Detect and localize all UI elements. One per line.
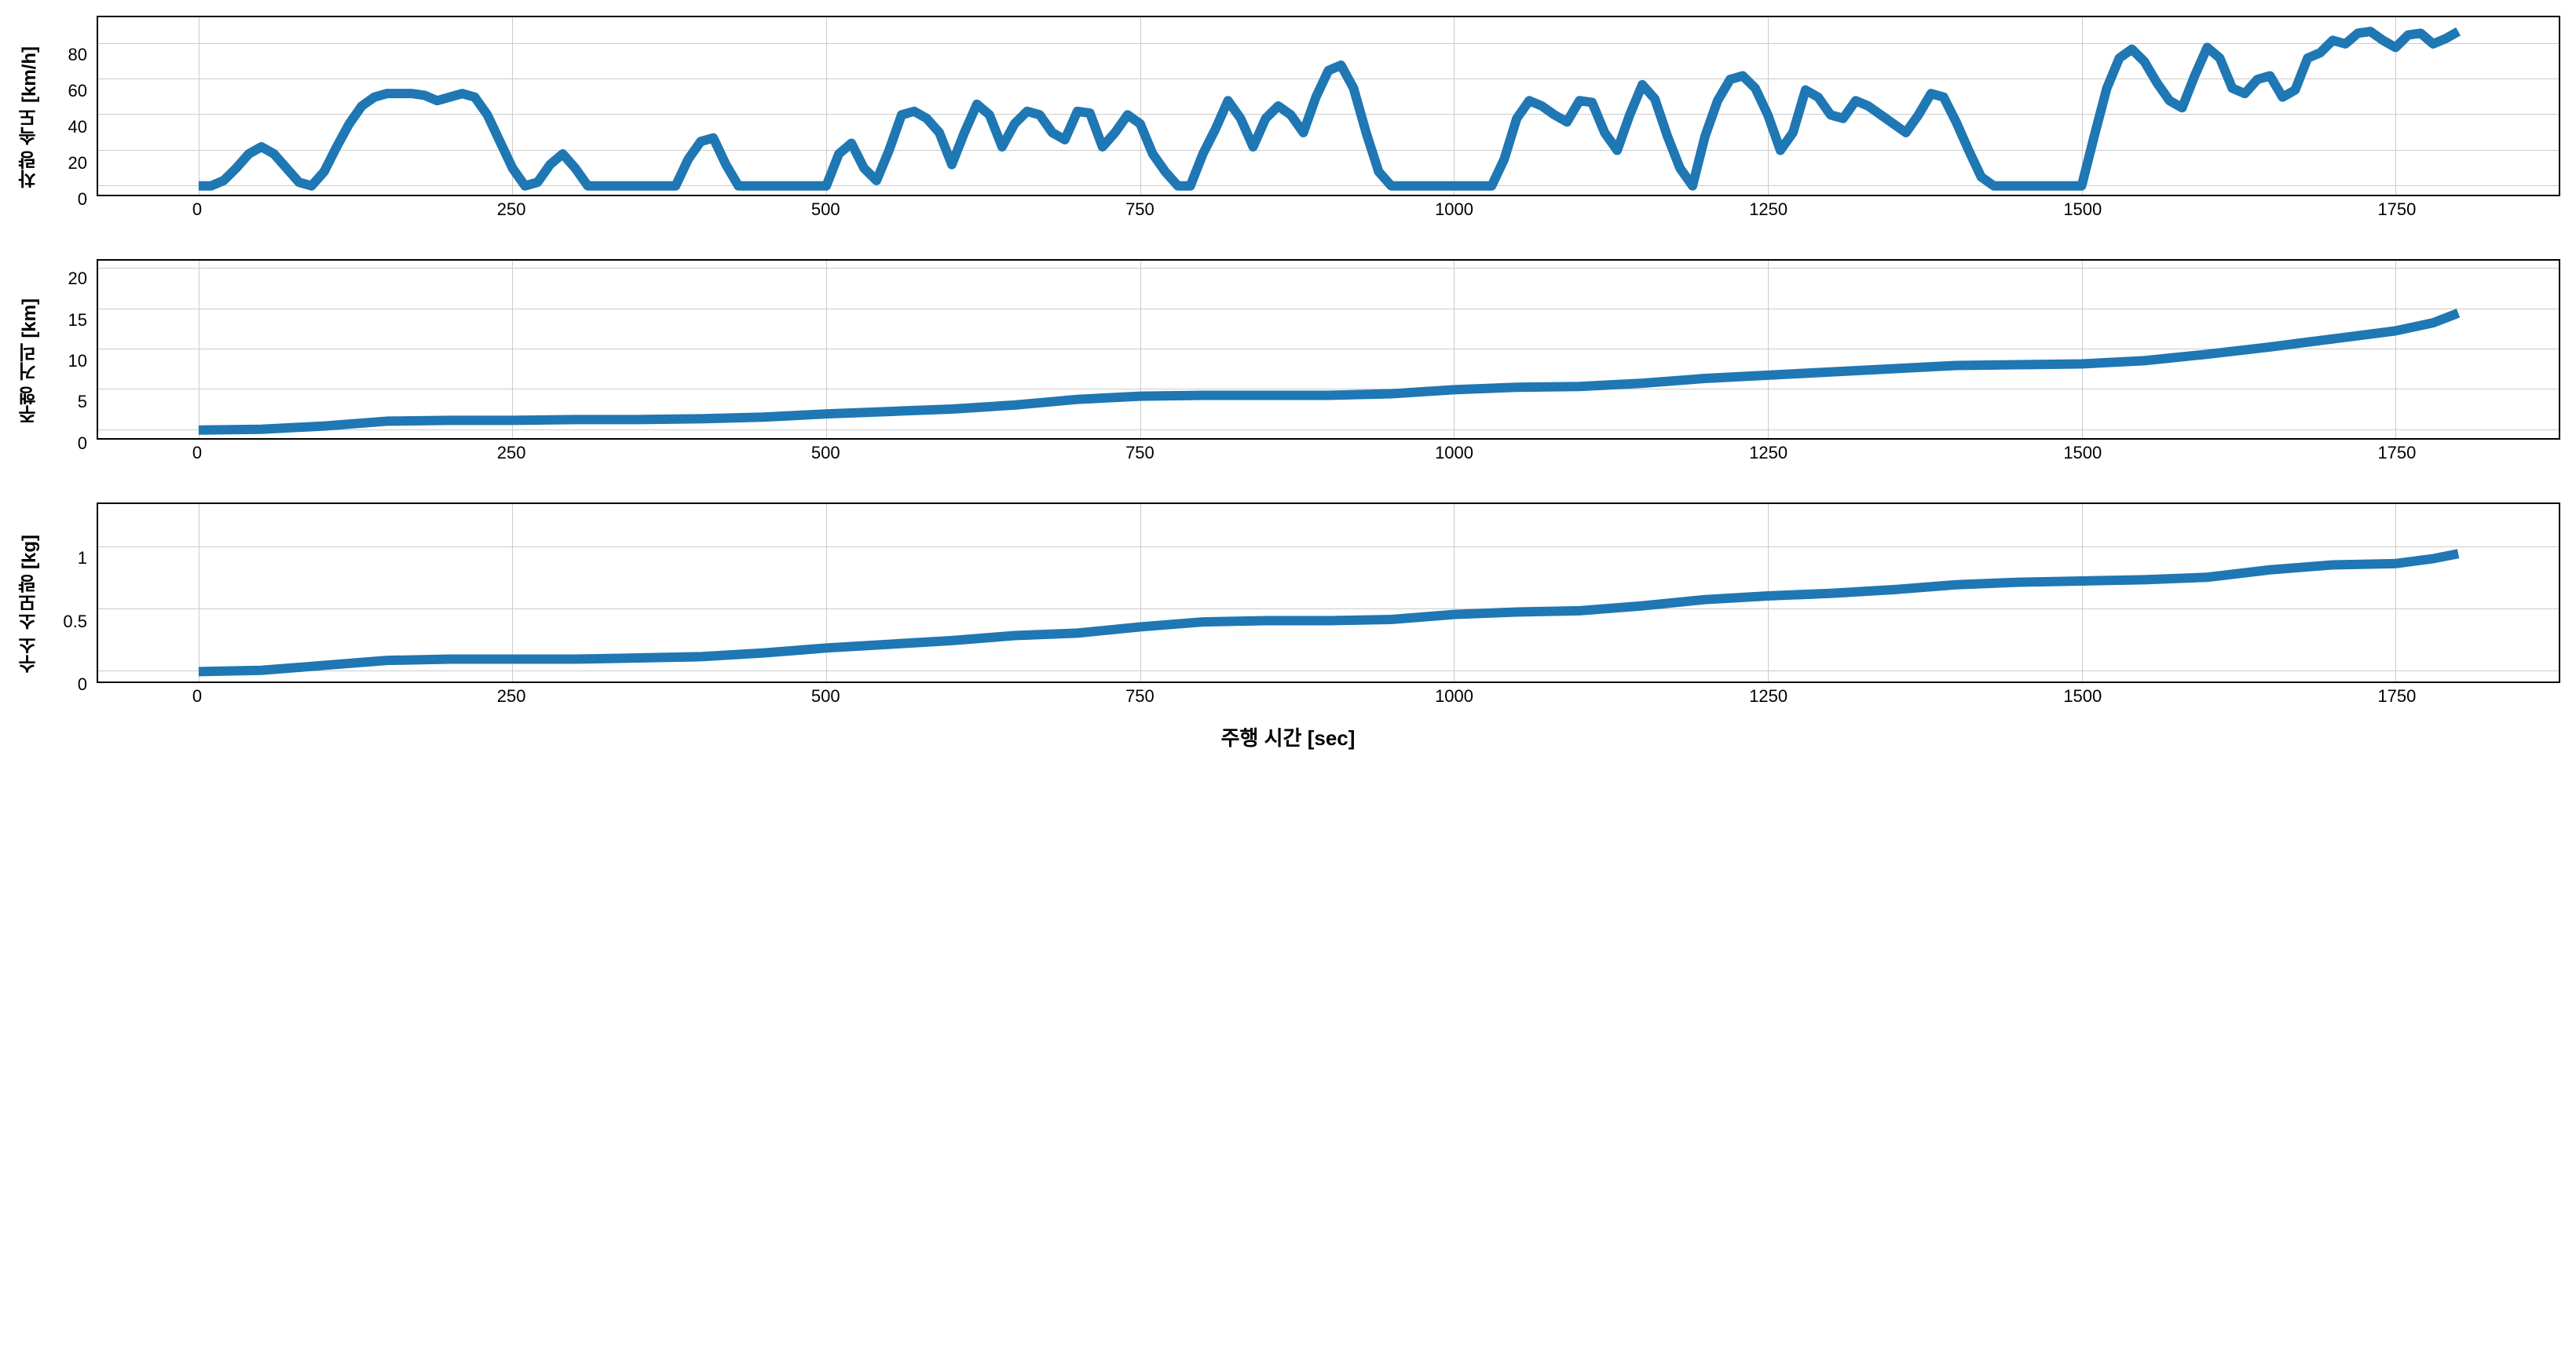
x-tick-label: 500 [811,199,840,220]
x-tick-label: 1500 [2063,443,2102,463]
x-tick-label: 0 [192,199,202,220]
x-tick-label: 1250 [1749,443,1787,463]
x-tick-label: 0 [192,443,202,463]
y-tick-label: 5 [78,392,87,412]
y-tick-label: 0.5 [63,612,87,632]
x-tick-label: 750 [1125,686,1154,707]
y-tick-label: 20 [68,269,87,289]
y-tick-label: 60 [68,81,87,101]
plot-area-hydrogen [97,502,2560,683]
y-tick-label: 0 [78,433,87,454]
series-line-speed [98,17,2559,195]
y-tick-label: 20 [68,153,87,174]
panel-distance: 주행 거리 [km] 0 5 10 15 20 0 250 500 750 1000 1250 1500… [16,259,2560,463]
x-tick-label: 1750 [2377,199,2416,220]
x-tick-label: 750 [1125,199,1154,220]
x-tick-label: 250 [497,199,526,220]
y-tick-label: 80 [68,45,87,65]
y-tick-label: 1 [78,548,87,568]
x-tick-label: 1750 [2377,443,2416,463]
y-axis-label-distance: 주행 거리 [km] [16,298,43,424]
x-tick-label: 1000 [1435,199,1473,220]
y-tick-label: 0 [78,674,87,695]
series-line-distance [98,261,2559,438]
y-axis-label-hydrogen: 수소 소모량 [kg] [16,535,43,674]
y-tick-label: 10 [68,351,87,371]
plot-area-speed [97,16,2560,196]
x-tick-label: 0 [192,686,202,707]
x-tick-label: 1250 [1749,686,1787,707]
panel-hydrogen: 수소 소모량 [kg] 0 0.5 1 0 250 500 750 1000 1250 1500 17… [16,502,2560,707]
x-tick-label: 1500 [2063,686,2102,707]
figure: 차량 속도 [km/h]0204060800250500750100012501… [16,16,2560,751]
y-tick-label: 0 [78,189,87,210]
y-tick-label: 40 [68,117,87,137]
x-tick-label: 750 [1125,443,1154,463]
x-tick-label: 500 [811,443,840,463]
x-tick-label: 1000 [1435,443,1473,463]
y-tick-label: 15 [68,310,87,331]
series-line-hydrogen [98,504,2559,682]
x-tick-label: 250 [497,686,526,707]
x-ticks-speed: 0 250 500 750 1000 1250 1500 1750 [97,196,2560,220]
panels-container: 차량 속도 [km/h]0204060800250500750100012501… [16,16,2560,707]
x-ticks-hydrogen: 0 250 500 750 1000 1250 1500 1750 [97,683,2560,707]
x-axis-label: 주행 시간 [sec] [16,722,2560,751]
x-tick-label: 500 [811,686,840,707]
x-ticks-distance: 0 250 500 750 1000 1250 1500 1750 [97,440,2560,463]
x-tick-label: 250 [497,443,526,463]
x-tick-label: 1500 [2063,199,2102,220]
panel-speed: 차량 속도 [km/h] 0 20 40 60 80 0 250 500 750 1000 1250 1… [16,16,2560,220]
plot-area-distance [97,259,2560,440]
x-tick-label: 1000 [1435,686,1473,707]
x-tick-label: 1250 [1749,199,1787,220]
y-axis-label-speed: 차량 속도 [km/h] [16,46,43,188]
x-tick-label: 1750 [2377,686,2416,707]
